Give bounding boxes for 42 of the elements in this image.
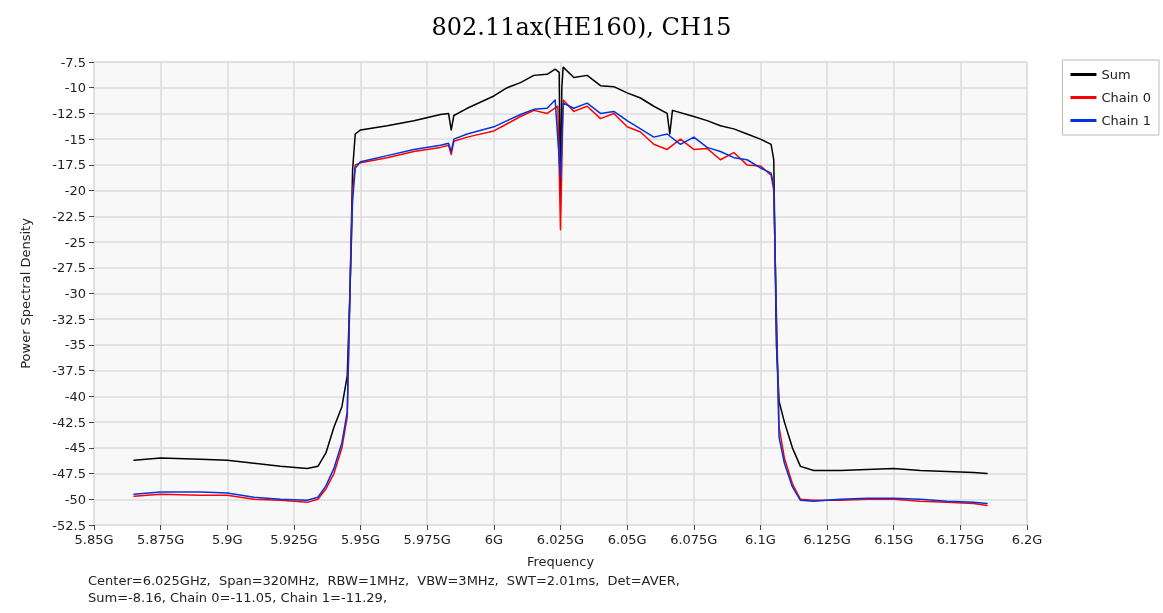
- y-tick-label: -50: [64, 491, 86, 507]
- y-tick-label: -35: [64, 337, 86, 353]
- x-tick-label: 5.95G: [341, 532, 381, 547]
- x-tick-label: 5.85G: [74, 532, 114, 547]
- y-tick-label: -12.5: [52, 105, 86, 121]
- x-tick-label: 5.9G: [211, 532, 243, 547]
- x-tick-label: 6G: [484, 532, 504, 547]
- y-tick-label: -42.5: [52, 414, 86, 430]
- legend-label: Chain 0: [1101, 90, 1152, 105]
- y-axis-title: Power Spectral Density: [18, 217, 33, 369]
- x-tick-label: 6.15G: [874, 532, 914, 547]
- x-tick-label: 6.05G: [607, 532, 647, 547]
- chart-title: 802.11ax(HE160), CH15: [431, 13, 732, 41]
- x-tick-label: 6.075G: [670, 532, 718, 547]
- y-tick-label: -17.5: [52, 157, 86, 173]
- x-tick-label: 6.125G: [803, 532, 851, 547]
- y-tick-label: -37.5: [52, 363, 86, 379]
- y-tick-label: -7.5: [60, 54, 86, 70]
- x-tick-label: 6.1G: [745, 532, 776, 547]
- y-tick-label: -45: [64, 440, 86, 456]
- y-tick-label: -22.5: [52, 208, 86, 224]
- y-tick-label: -47.5: [52, 466, 86, 482]
- y-tick-label: -15: [64, 131, 86, 147]
- legend-label: Chain 1: [1101, 113, 1152, 128]
- y-tick-label: -25: [64, 234, 86, 250]
- y-tick-label: -20: [64, 183, 86, 199]
- x-tick-label: 6.025G: [536, 532, 585, 547]
- y-tick-label: -10: [64, 80, 86, 96]
- x-tick-label: 6.175G: [936, 532, 985, 547]
- text: Sum=-8.16, Chain 0=-11.05, Chain 1=-11.29,: [88, 590, 388, 605]
- x-axis-title: Frequency: [526, 554, 595, 569]
- y-tick-label: -52.5: [52, 517, 86, 533]
- x-tick-label: 5.925G: [270, 532, 318, 547]
- text: Center=6.025GHz, Span=320MHz, RBW=1MHz, VBW=3MHz, SWT=2.01ms, Det=AVER,: [88, 573, 680, 588]
- x-tick-label: 5.875G: [136, 532, 185, 547]
- x-tick-label: 6.2G: [1011, 532, 1043, 547]
- legend-label: Sum: [1101, 67, 1131, 82]
- y-tick-label: -27.5: [52, 260, 86, 276]
- y-tick-label: -32.5: [52, 311, 86, 327]
- y-tick-label: -30: [64, 286, 86, 301]
- y-tick-label: -40: [64, 388, 86, 404]
- x-tick-label: 5.975G: [403, 532, 451, 547]
